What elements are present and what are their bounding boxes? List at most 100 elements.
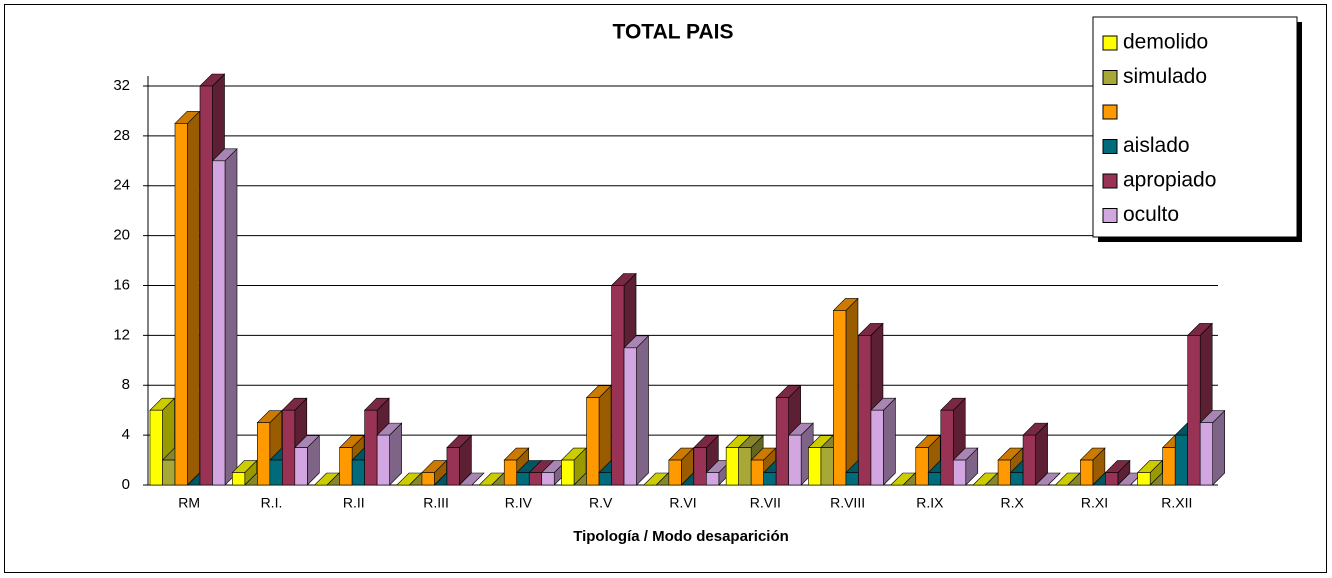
bar-front — [199, 85, 213, 486]
bar-front — [561, 459, 575, 486]
legend-label: aislado — [1123, 134, 1190, 157]
bar — [174, 110, 201, 486]
bar-side — [1212, 409, 1225, 486]
x-tick-label: R.VI — [669, 495, 696, 511]
bar — [870, 397, 897, 486]
bar — [1136, 459, 1163, 486]
bar — [623, 335, 650, 486]
legend-label: apropiado — [1123, 169, 1216, 192]
y-tick-label: 4 — [122, 426, 130, 443]
bar-front — [1105, 472, 1119, 486]
bar-top — [1034, 472, 1061, 486]
bar-front — [1162, 447, 1176, 486]
bar-front — [149, 409, 163, 486]
x-tick-label: R.IV — [505, 495, 533, 511]
bar — [1034, 472, 1061, 486]
legend-swatch — [1102, 70, 1118, 85]
bar — [585, 384, 612, 486]
bar-front — [858, 335, 872, 486]
bar-front — [232, 472, 246, 486]
bar-front — [775, 397, 789, 486]
legend-swatch — [1102, 139, 1118, 154]
bar-front — [1010, 472, 1024, 486]
bar — [832, 297, 859, 486]
bar — [376, 422, 403, 486]
y-tick-label: 16 — [113, 276, 130, 293]
y-tick-label: 32 — [113, 77, 130, 94]
bar-front — [586, 397, 600, 486]
bar-front — [952, 459, 967, 486]
x-tick-label: R.VIII — [830, 495, 865, 511]
bar-front — [376, 434, 390, 486]
x-tick-label: R.X — [1001, 495, 1025, 511]
legend-swatch — [1102, 173, 1118, 189]
bar-front — [1022, 434, 1036, 486]
bar-front — [541, 472, 555, 486]
bar-front — [528, 472, 543, 486]
bar-front — [750, 459, 764, 486]
bar-front — [997, 459, 1011, 486]
bar-front — [162, 459, 176, 486]
bar — [952, 447, 979, 486]
x-tick-label: RM — [178, 495, 200, 511]
y-tick-label: 0 — [122, 476, 130, 493]
bar — [1022, 422, 1049, 486]
bar-front — [870, 409, 884, 486]
x-tick-label: R.VII — [750, 495, 781, 511]
bar-front — [269, 459, 283, 486]
y-tick-label: 28 — [113, 127, 130, 144]
bar-front — [693, 447, 707, 486]
bar-top — [458, 472, 485, 486]
bar-side — [187, 110, 200, 486]
x-tick-label: R.XI — [1081, 495, 1108, 511]
x-tick-label: R.II — [343, 495, 365, 511]
bar-front — [763, 472, 777, 486]
bar-front — [833, 310, 847, 486]
x-tick-label: R.I. — [261, 495, 283, 511]
bar-front — [820, 447, 834, 486]
bar-front — [611, 285, 625, 486]
bar-front — [282, 409, 296, 486]
bar-front — [725, 447, 739, 486]
bar-front — [915, 447, 929, 486]
y-tick-label: 24 — [113, 177, 130, 194]
bar-front — [503, 459, 518, 486]
bar-front — [927, 472, 942, 486]
bar-front — [1187, 335, 1201, 486]
bar-front — [421, 472, 435, 486]
bar-front — [1137, 472, 1151, 486]
legend-swatch — [1102, 104, 1118, 120]
y-tick-label: 20 — [113, 227, 130, 244]
bar — [1199, 409, 1226, 486]
bar-front — [446, 447, 460, 486]
bar-front — [1080, 459, 1094, 486]
legend-swatch — [1102, 208, 1118, 223]
bar-front — [940, 409, 954, 486]
legend-label: simulado — [1123, 65, 1207, 88]
bar-front — [364, 409, 378, 486]
bar-front — [668, 459, 682, 486]
bar — [421, 459, 448, 486]
legend-label: oculto — [1123, 203, 1179, 226]
bar-front — [212, 160, 226, 486]
bar — [231, 459, 258, 486]
x-axis-label: Tipología / Modo desaparición — [573, 528, 789, 545]
y-tick-label: 12 — [113, 326, 130, 343]
legend-label: demolido — [1123, 31, 1208, 54]
x-tick-label: R.XII — [1161, 495, 1192, 511]
x-tick-label: R.IX — [916, 495, 944, 511]
bar-front — [738, 447, 752, 486]
bar — [446, 434, 473, 486]
bar-front — [706, 472, 720, 486]
bar-front — [623, 347, 637, 486]
bar-side — [224, 148, 238, 486]
bar-side — [636, 335, 649, 486]
bar-side — [845, 297, 859, 486]
bar-front — [1174, 434, 1188, 486]
bar — [294, 434, 321, 486]
legend — [1092, 16, 1298, 238]
bar — [1104, 459, 1131, 486]
bar-front — [257, 422, 271, 486]
bar-front — [174, 123, 188, 486]
